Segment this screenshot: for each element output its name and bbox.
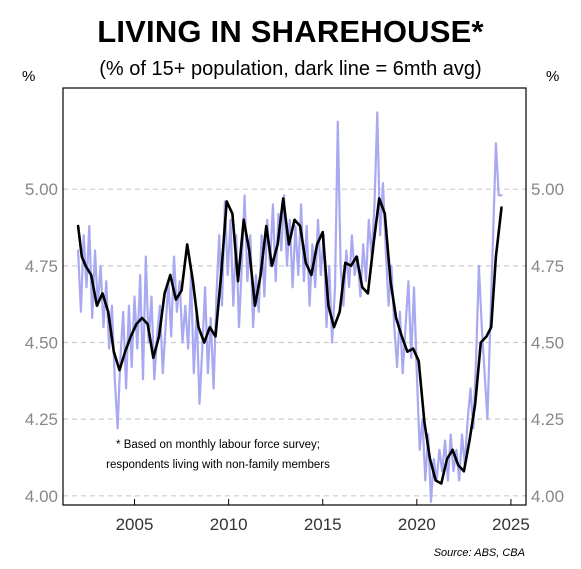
y-tick-label-right: 5.00 [531,180,564,199]
plot-frame [62,87,527,506]
y-tick-label-right: 4.75 [531,257,564,276]
x-tick-label: 2015 [304,515,342,534]
y-tick-label-right: 4.25 [531,410,564,429]
note-line-2: respondents living with non-family membe… [106,459,330,471]
chart-title: LIVING IN SHAREHOUSE* [97,14,484,49]
y-tick-label-left: 5.00 [25,180,58,199]
y-tick-label-right: 4.50 [531,333,564,352]
note-line-1: * Based on monthly labour force survey; [116,439,320,451]
y-tick-label-left: 4.25 [25,410,58,429]
ticks: 4.00 4.00 4.25 4.25 4.50 4.50 4.75 4.75 5.00 5.00… [25,180,564,534]
chart-subtitle: (% of 15+ population, dark line = 6mth a… [99,58,482,80]
x-tick-label: 2020 [398,515,436,534]
chart-source: Source: ABS, CBA [433,547,525,559]
x-tick-label: 2025 [492,515,530,534]
x-tick-label: 2005 [116,515,154,534]
y-tick-label-left: 4.75 [25,257,58,276]
y-tick-label-right: 4.00 [531,487,564,506]
y-tick-label-left: 4.50 [25,333,58,352]
y-axis-unit-left: % [22,68,36,85]
series-line-average [76,197,503,485]
x-tick-label: 2010 [210,515,248,534]
y-axis-unit-right: % [546,68,560,85]
series-line-monthly [77,111,503,503]
series-layer [76,111,503,503]
y-tick-label-left: 4.00 [25,487,58,506]
chart-note: * Based on monthly labour force survey; … [78,435,358,475]
